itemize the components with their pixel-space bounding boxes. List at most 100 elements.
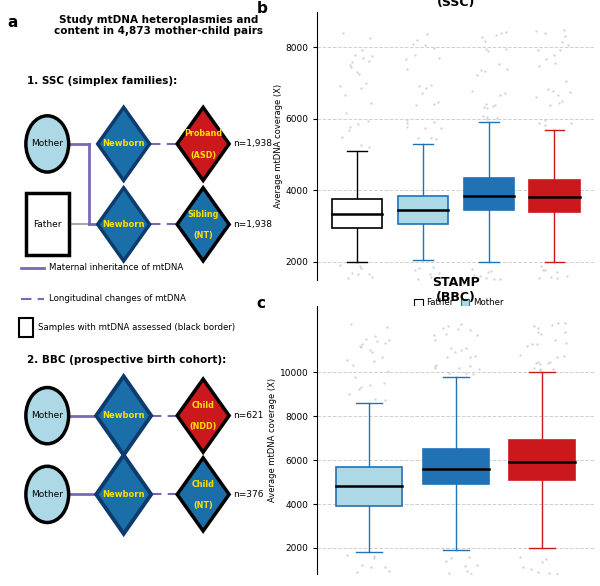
Point [536,329,545,338]
Point [356,83,365,93]
Point [343,355,352,364]
Point [410,50,420,60]
Point [344,389,354,398]
Point [413,274,422,283]
Point [563,40,573,50]
Point [415,81,424,90]
Point [533,357,543,367]
Point [422,83,431,93]
Text: (NDD): (NDD) [190,423,217,431]
Point [481,100,490,109]
Point [544,359,553,368]
Point [410,265,420,274]
Point [559,352,569,361]
Point [466,569,475,578]
Bar [423,449,488,484]
Point [536,360,545,369]
Point [465,326,475,335]
Polygon shape [98,188,149,261]
Point [470,271,479,280]
Point [380,562,390,571]
Point [369,551,379,560]
Point [439,323,448,333]
Point [515,552,525,561]
Point [444,568,454,578]
Bar [332,199,382,228]
Point [355,341,364,350]
Bar [464,178,514,210]
Point [491,30,501,40]
Point [379,378,389,387]
Point [534,62,544,71]
Point [484,267,493,277]
Point [425,269,435,278]
Point [346,320,355,329]
Text: Father: Father [33,220,62,229]
Point [431,134,440,144]
Polygon shape [177,458,229,531]
Point [383,366,392,376]
FancyBboxPatch shape [19,318,32,338]
Text: c: c [257,296,266,311]
Point [412,35,422,45]
Point [478,32,487,42]
Point [344,126,354,135]
Text: Sibling: Sibling [187,210,219,219]
Point [426,81,436,90]
Point [371,331,380,340]
Polygon shape [177,107,229,180]
Text: (NT): (NT) [193,501,213,510]
Point [557,96,566,105]
Point [445,369,454,378]
Point [358,561,367,570]
Point [553,319,563,328]
Point [454,364,464,373]
Point [346,62,355,71]
Point [356,342,365,352]
Point [540,265,550,274]
Point [535,365,545,374]
Point [353,270,363,279]
Point [417,88,427,98]
Point [384,335,394,345]
Point [557,37,567,46]
Point [426,134,436,143]
Point [543,85,553,94]
Point [533,568,543,577]
Point [467,86,476,96]
Point [550,59,560,68]
Point [515,350,524,359]
Point [550,335,560,345]
Point [560,318,570,328]
Text: (ASD): (ASD) [190,151,216,159]
Text: Maternal inheritance of mtDNA: Maternal inheritance of mtDNA [49,263,183,272]
Point [367,272,377,282]
Point [541,115,550,125]
Point [548,86,558,96]
Point [364,116,373,125]
Point [352,568,362,577]
Point [335,261,345,270]
Point [377,353,386,362]
Point [409,39,418,49]
Point [554,98,564,107]
Point [413,133,422,142]
Point [402,122,412,132]
Point [364,270,374,279]
Y-axis label: Average mtDNA coverage (X): Average mtDNA coverage (X) [274,84,283,207]
Bar [398,196,448,224]
Point [456,345,466,354]
Point [502,27,511,36]
Text: Proband: Proband [184,130,222,138]
Point [529,364,539,373]
Point [468,369,478,379]
Point [545,100,555,110]
Point [496,28,505,38]
Point [365,380,375,390]
Point [433,97,443,106]
Point [342,550,352,560]
Point [538,265,548,275]
Point [465,361,475,370]
Point [488,102,498,111]
Point [429,43,439,53]
